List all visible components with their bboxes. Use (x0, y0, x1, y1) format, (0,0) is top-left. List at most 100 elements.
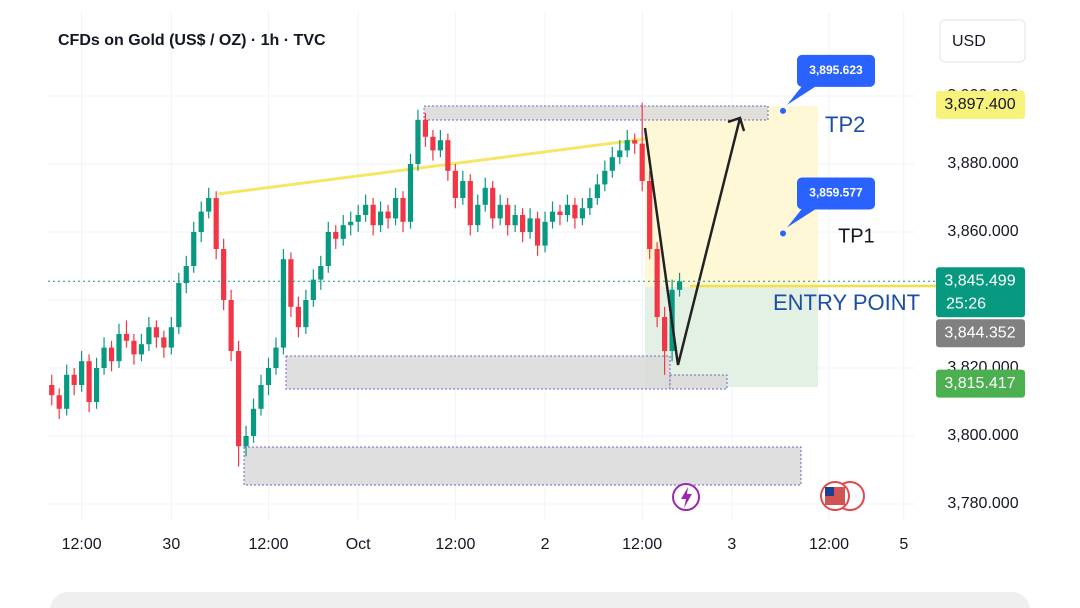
bottom-bar (50, 592, 1030, 608)
candle-body (116, 334, 122, 362)
candle-body (258, 385, 264, 409)
candle-body (422, 119, 429, 137)
candle-body (467, 181, 473, 226)
candle-body (437, 140, 443, 151)
candle-body (71, 374, 77, 385)
candle-body (325, 232, 331, 266)
bubble-pointer (787, 207, 815, 228)
price-label: 3,815.417 (944, 375, 1015, 392)
candle-body (579, 208, 586, 219)
y-tick-label: 3,860.000 (947, 223, 1018, 240)
candle-body (370, 204, 376, 226)
candle-body (676, 281, 683, 290)
candle-body (235, 351, 242, 447)
candle-body (407, 164, 414, 222)
currency-button[interactable] (939, 19, 1026, 63)
x-tick-label: 12:00 (248, 536, 288, 553)
candle-body (333, 232, 339, 239)
y-tick-label: 3,880.000 (947, 155, 1018, 172)
candle-body (146, 327, 152, 345)
trend-line (217, 137, 646, 196)
candle-body (64, 374, 70, 409)
candle-body (572, 204, 578, 219)
candle-body (482, 187, 488, 205)
candle-body (520, 215, 526, 232)
bubble (797, 177, 875, 210)
price-label-bg (936, 369, 1025, 398)
x-tick-label: 2 (541, 536, 550, 553)
currency: USD (952, 33, 986, 50)
x-tick-label: 12:00 (435, 536, 475, 553)
candle-body (86, 361, 92, 402)
candle-body (183, 266, 189, 283)
flag-canton (825, 487, 834, 496)
demand-zone (243, 446, 802, 486)
candle-body (123, 334, 130, 341)
candle-body (161, 337, 167, 348)
x-tick-label: 30 (162, 536, 180, 553)
candles (49, 102, 683, 467)
target-dot (780, 107, 786, 114)
candle-body (318, 266, 324, 280)
candle-body (400, 198, 406, 222)
candle-body (460, 181, 466, 198)
x-tick-label: 12:00 (62, 536, 102, 553)
x-tick-label: Oct (346, 536, 371, 553)
projection-arrow (643, 117, 742, 366)
candle-body (176, 283, 182, 328)
candle-body (288, 259, 294, 307)
grid (48, 11, 915, 521)
lightning-icon (681, 487, 692, 508)
target-dot (780, 230, 786, 237)
candle-body (198, 211, 204, 232)
candle-body (363, 204, 369, 215)
tp2-label: TP2 (825, 112, 865, 137)
candle-body (505, 204, 511, 226)
candle-body (385, 211, 391, 219)
x-tick-label: 12:00 (622, 536, 662, 553)
candle-body (430, 136, 436, 151)
candle-body (168, 327, 174, 348)
candle-body (93, 368, 100, 402)
candle-body (213, 198, 219, 249)
price-label: 3,897.400 (944, 96, 1015, 113)
candle-body (490, 187, 496, 219)
candle-body (295, 306, 301, 328)
supply-zone (423, 105, 769, 121)
x-tick-label: 12:00 (809, 536, 849, 553)
bubble-label: 3,859.577 (809, 186, 863, 200)
price-label-bg (936, 267, 1025, 318)
candle-body (415, 119, 421, 164)
candle-body (609, 157, 615, 171)
candle-body (108, 347, 115, 362)
candle-body (557, 211, 563, 215)
candle-body (206, 198, 212, 212)
y-tick-label: 3,780.000 (947, 495, 1018, 512)
candle-body (303, 300, 309, 328)
candle-body (101, 347, 107, 368)
candle-body (475, 204, 481, 226)
candle-body (79, 361, 85, 385)
candle-body (639, 143, 645, 181)
candle-body (564, 204, 571, 215)
candle-body (243, 436, 249, 447)
price-label: 3,844.352 (944, 325, 1015, 342)
bubble-pointer (787, 84, 815, 105)
candle-body (617, 150, 623, 158)
candle-body (250, 408, 257, 436)
candle-body (654, 249, 660, 317)
candle-body (191, 232, 197, 266)
arrow-head (727, 116, 746, 132)
candle-body (228, 300, 234, 351)
candle-body (542, 221, 548, 246)
candle-body (452, 170, 458, 198)
candle-body (310, 279, 316, 300)
candle-body (221, 249, 227, 300)
candle-body (624, 140, 630, 151)
candle-body (280, 259, 287, 348)
price-label-bg (936, 319, 1025, 348)
entry-label: ENTRY POINT (773, 290, 920, 315)
candle-body (662, 317, 668, 351)
candle-body (445, 140, 451, 171)
candle-body (512, 215, 518, 226)
